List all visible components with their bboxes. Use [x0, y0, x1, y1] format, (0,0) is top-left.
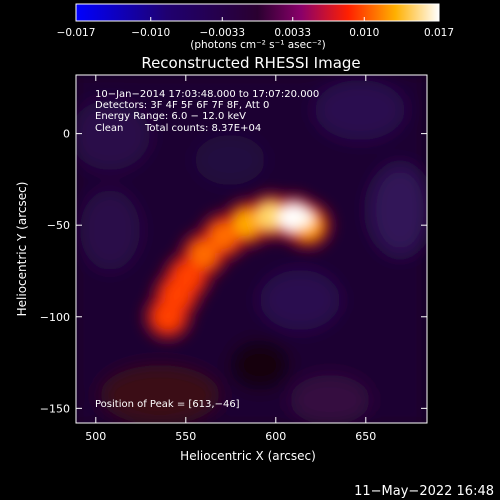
colorbar-tick-label: 0.010	[349, 27, 379, 39]
x-tick-label: 550	[175, 430, 196, 443]
footer-timestamp: 11−May−2022 16:48	[354, 484, 494, 499]
y-tick-label: −150	[40, 402, 70, 415]
source-core	[210, 223, 237, 250]
colorbar	[75, 3, 440, 22]
x-tick-label: 600	[265, 430, 286, 443]
background-noise	[76, 75, 427, 423]
annotation-energy-range: Energy Range: 6.0 − 12.0 keV	[95, 111, 246, 122]
colorbar-tick-label: 0.017	[424, 27, 454, 39]
colorbar-unit-label: (photons cm⁻² s⁻¹ asec⁻²)	[190, 39, 325, 51]
x-axis-label: Heliocentric X (arcsec)	[180, 449, 316, 463]
plot-frame	[75, 74, 428, 424]
image-area	[76, 75, 427, 423]
colorbar-tick-label: −0.017	[57, 27, 96, 39]
annotation-clean: Clean	[95, 123, 123, 134]
colorbar-ticks: −0.017 −0.010 −0.0033 0.0033 0.010 0.017	[57, 17, 454, 39]
colorbar-tick-label: −0.010	[131, 27, 170, 39]
chart-title: Reconstructed RHESSI Image	[141, 54, 360, 72]
flare-source	[141, 190, 335, 343]
colorbar-tick-label: 0.0033	[274, 27, 311, 39]
peak-highlight	[277, 206, 314, 229]
annotation-total-counts: Total counts: 8.37E+04	[144, 123, 261, 134]
source-core	[155, 304, 181, 330]
source-core	[256, 202, 285, 230]
y-tick-label: −100	[40, 311, 70, 324]
annotation-peak: Position of Peak = [613,−46]	[95, 399, 240, 410]
y-tick-label: 0	[63, 128, 70, 141]
source-core	[190, 241, 217, 268]
x-tick-label: 650	[355, 430, 376, 443]
x-tick-label: 500	[85, 430, 106, 443]
source-core	[233, 209, 261, 237]
source-core	[174, 263, 201, 290]
y-axis-label: Heliocentric Y (arcsec)	[15, 182, 29, 317]
colorbar-tick-label: −0.0033	[199, 27, 245, 39]
axes: 500 550 600 650 0 −50 −100 −150	[40, 75, 427, 443]
annotation-time-range: 10−Jan−2014 17:03:48.000 to 17:07:20.000	[95, 89, 319, 100]
y-tick-label: −50	[47, 219, 70, 232]
annotation-detectors: Detectors: 3F 4F 5F 6F 7F 8F, Att 0	[95, 100, 269, 111]
